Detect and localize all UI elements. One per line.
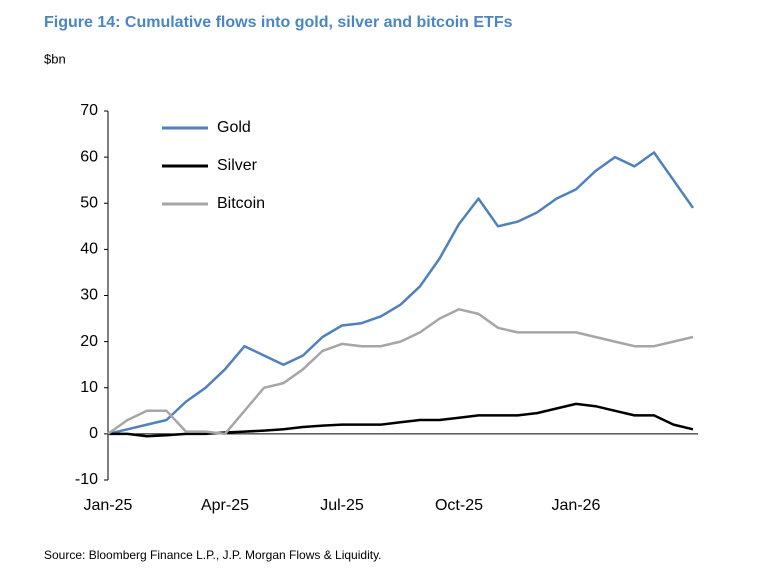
y-tick-label: 40 [80, 241, 98, 258]
x-tick-label: Jul-25 [320, 497, 364, 514]
y-tick-label: 20 [80, 333, 98, 350]
source-note: Source: Bloomberg Finance L.P., J.P. Mor… [44, 548, 382, 562]
y-axis-label: $bn [44, 51, 66, 66]
y-tick-label: 60 [80, 148, 98, 165]
y-tick-label: 0 [89, 425, 98, 442]
y-tick-label: 50 [80, 194, 98, 211]
series-line [108, 402, 694, 438]
series-line [107, 308, 694, 436]
y-tick-label: 30 [80, 287, 98, 304]
chart-title: Figure 14: Cumulative flows into gold, s… [44, 14, 513, 31]
x-tick-label: Jan-26 [552, 497, 601, 514]
legend-label: Silver [217, 157, 258, 174]
x-tick-label: Oct-25 [435, 497, 483, 514]
series-line [107, 151, 695, 436]
y-tick-label: 70 [80, 102, 98, 119]
legend-label: Gold [217, 119, 251, 136]
legend-label: Bitcoin [217, 195, 265, 212]
x-tick-label: Jan-25 [84, 497, 133, 514]
y-tick-label: -10 [75, 471, 98, 488]
y-tick-label: 10 [80, 379, 98, 396]
x-tick-label: Apr-25 [201, 497, 249, 514]
